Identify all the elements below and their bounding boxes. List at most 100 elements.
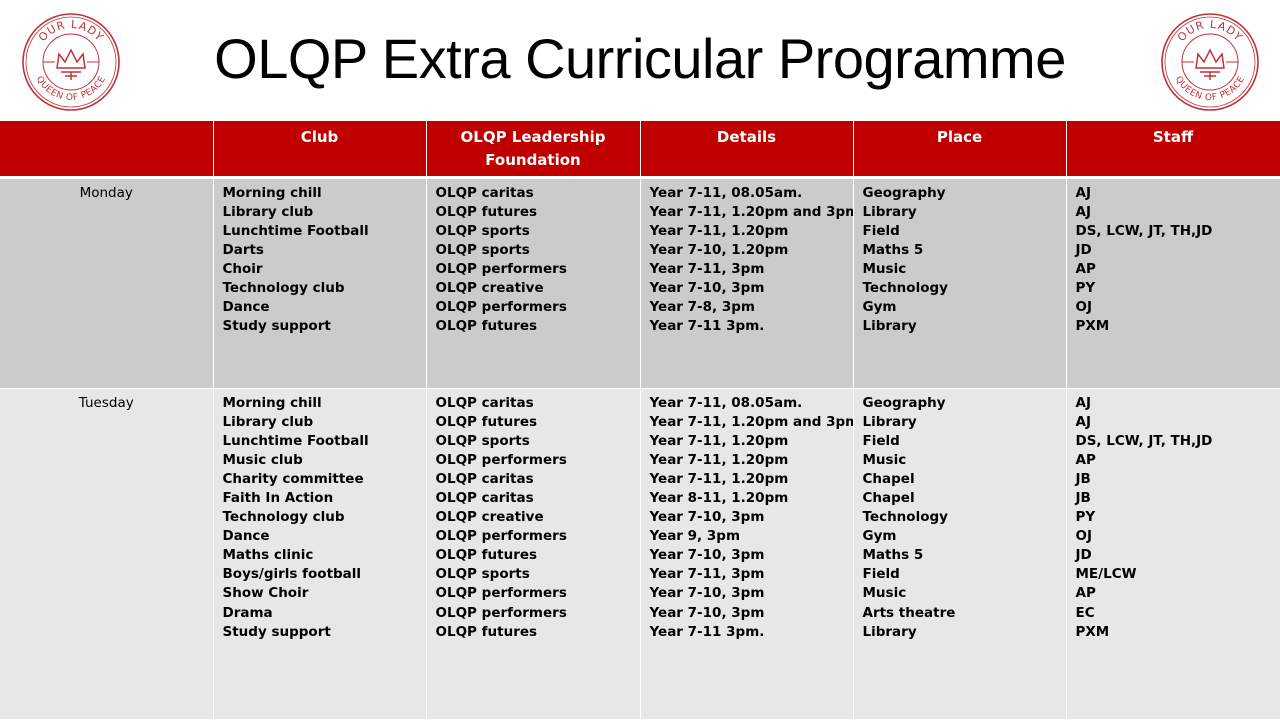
staff-entry: JB (1075, 470, 1091, 487)
details-entry: Year 7-10, 3pm (649, 585, 765, 602)
leadership-entry: OLQP performers (435, 451, 567, 468)
details-entry: Year 7-11 3pm. (649, 318, 765, 335)
place-entry: Chapel (862, 470, 915, 487)
club-entry: Boys/girls football (222, 566, 362, 583)
club-entry: Maths clinic (222, 547, 314, 564)
header-place: Place (853, 121, 1067, 179)
staff-entry: DS, LCW, JT, TH,JD (1075, 222, 1213, 239)
place-entry: Maths 5 (862, 241, 924, 258)
place-entry: Field (862, 222, 900, 239)
school-crest-logo-left: OUR LADY QUEEN OF PEACE (22, 13, 120, 111)
details-entry: Year 7-10, 3pm (649, 509, 765, 526)
club-entry: Study support (222, 623, 331, 640)
details-entry: Year 7-11 3pm. (649, 623, 765, 640)
staff-entry: JB (1075, 489, 1091, 506)
details-entry: Year 7-11, 1.20pm (649, 222, 789, 239)
staff-entry: EC (1075, 604, 1095, 621)
place-cell: Geography Library Field Maths 5 Music Technol… (853, 176, 1067, 388)
leadership-cell: OLQP caritas OLQP futures OLQP sports OLQP … (426, 176, 641, 388)
club-entry: Library club (222, 203, 314, 220)
details-entry: Year 7-11, 3pm (649, 566, 765, 583)
school-crest-logo-right: OUR LADY QUEEN OF PEACE (1161, 13, 1259, 111)
staff-entry: JD (1075, 547, 1092, 564)
day-cell: Tuesday (0, 387, 214, 719)
club-cell: Morning chill Library club Lunchtime Footb… (213, 387, 427, 719)
place-entry: Field (862, 432, 900, 449)
staff-entry: DS, LCW, JT, TH,JD (1075, 432, 1213, 449)
leadership-entry: OLQP futures (435, 203, 538, 220)
staff-entry: ME/LCW (1075, 566, 1137, 583)
leadership-entry: OLQP caritas (435, 470, 534, 487)
club-entry: Dance (222, 528, 270, 545)
staff-entry: PY (1075, 279, 1096, 296)
place-entry: Technology (862, 279, 948, 296)
place-cell: Geography Library Field Music Chapel Chapel Te… (853, 387, 1067, 719)
leadership-entry: OLQP caritas (435, 394, 534, 411)
leadership-entry: OLQP caritas (435, 184, 534, 201)
place-entry: Maths 5 (862, 547, 924, 564)
staff-entry: AP (1075, 585, 1096, 602)
page-title: OLQP Extra Curricular Programme (214, 27, 1066, 90)
club-entry: Show Choir (222, 585, 309, 602)
leadership-entry: OLQP sports (435, 566, 530, 583)
leadership-entry: OLQP futures (435, 318, 538, 335)
details-entry: Year 7-10, 1.20pm (649, 241, 789, 258)
details-entry: Year 7-10, 3pm (649, 604, 765, 621)
staff-entry: PY (1075, 509, 1096, 526)
place-entry: Field (862, 566, 900, 583)
leadership-entry: OLQP futures (435, 623, 538, 640)
details-entry: Year 7-11, 1.20pm (649, 470, 789, 487)
details-entry: Year 7-8, 3pm (649, 299, 756, 316)
place-entry: Music (862, 260, 907, 277)
place-entry: Technology (862, 509, 948, 526)
club-entry: Charity committee (222, 470, 364, 487)
club-entry: Music club (222, 451, 303, 468)
leadership-entry: OLQP performers (435, 604, 567, 621)
details-entry: Year 7-11, 3pm (649, 260, 765, 277)
leadership-entry: OLQP sports (435, 222, 530, 239)
staff-entry: AJ (1075, 184, 1091, 201)
staff-entry: AP (1075, 451, 1096, 468)
place-entry: Geography (862, 184, 946, 201)
header-club: Club (213, 121, 427, 179)
club-entry: Darts (222, 241, 264, 258)
club-entry: Dance (222, 299, 270, 316)
details-entry: Year 7-11, 1.20pm and 3pm. (649, 203, 853, 220)
club-entry: Technology club (222, 509, 345, 526)
details-entry: Year 7-11, 08.05am. (649, 184, 803, 201)
details-entry: Year 9, 3pm (649, 528, 741, 545)
place-entry: Arts theatre (862, 604, 956, 621)
leadership-entry: OLQP performers (435, 299, 567, 316)
place-entry: Chapel (862, 489, 915, 506)
staff-entry: OJ (1075, 299, 1093, 316)
leadership-entry: OLQP performers (435, 585, 567, 602)
club-entry: Lunchtime Football (222, 432, 369, 449)
staff-cell: AJ AJ DS, LCW, JT, TH,JD AP JB JB PY OJ JD ME/LCW… (1066, 387, 1280, 719)
details-cell: Year 7-11, 08.05am. Year 7-11, 1.20pm and… (640, 387, 854, 719)
staff-entry: PXM (1075, 318, 1110, 335)
staff-entry: AJ (1075, 203, 1091, 220)
leadership-entry: OLQP sports (435, 241, 530, 258)
day-cell: Monday (0, 176, 214, 388)
header-staff: Staff (1066, 121, 1280, 179)
details-entry: Year 7-11, 1.20pm and 3pm. (649, 413, 853, 430)
place-entry: Library (862, 318, 917, 335)
leadership-entry: OLQP creative (435, 279, 544, 296)
club-entry: Morning chill (222, 394, 322, 411)
club-entry: Technology club (222, 279, 345, 296)
details-entry: Year 7-11, 1.20pm (649, 451, 789, 468)
club-entry: Library club (222, 413, 314, 430)
details-entry: Year 7-11, 08.05am. (649, 394, 803, 411)
place-entry: Music (862, 451, 907, 468)
programme-table: Club OLQP Leadership Foundation Details … (0, 121, 1280, 719)
details-cell: Year 7-11, 08.05am. Year 7-11, 1.20pm and… (640, 176, 854, 388)
place-entry: Gym (862, 299, 897, 316)
leadership-entry: OLQP performers (435, 260, 567, 277)
leadership-entry: OLQP sports (435, 432, 530, 449)
club-entry: Lunchtime Football (222, 222, 369, 239)
leadership-entry: OLQP creative (435, 509, 544, 526)
leadership-entry: OLQP futures (435, 413, 538, 430)
staff-entry: AJ (1075, 394, 1091, 411)
staff-entry: JD (1075, 241, 1092, 258)
header-day (0, 121, 214, 179)
